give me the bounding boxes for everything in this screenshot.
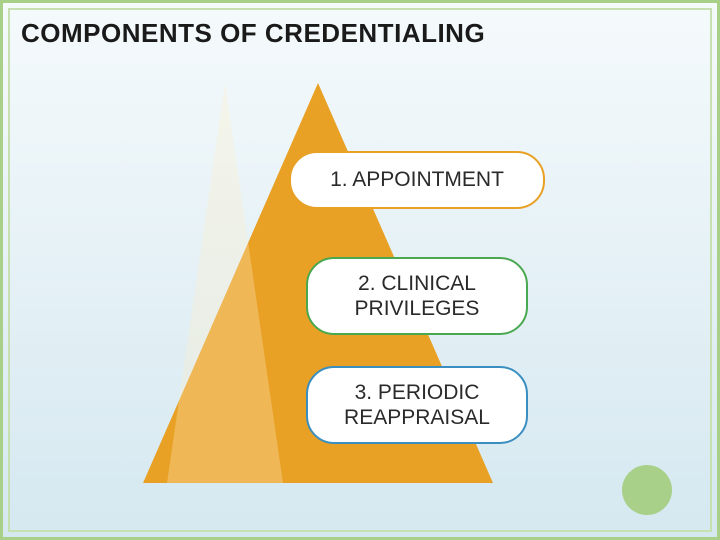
component-pill-1: 1. APPOINTMENT xyxy=(289,151,545,209)
pill-1-text: 1. APPOINTMENT xyxy=(330,167,504,192)
slide-title: COMPONENTS OF CREDENTIALING xyxy=(21,18,485,49)
component-pill-2: 2. CLINICAL PRIVILEGES xyxy=(306,257,528,335)
component-pill-3: 3. PERIODIC REAPPRAISAL xyxy=(306,366,528,444)
pill-2-text: 2. CLINICAL PRIVILEGES xyxy=(332,271,502,321)
circle-decoration xyxy=(622,465,672,515)
slide-container: COMPONENTS OF CREDENTIALING 1. APPOINTME… xyxy=(0,0,720,540)
pill-3-text: 3. PERIODIC REAPPRAISAL xyxy=(332,380,502,430)
triangle-highlight xyxy=(167,83,283,483)
